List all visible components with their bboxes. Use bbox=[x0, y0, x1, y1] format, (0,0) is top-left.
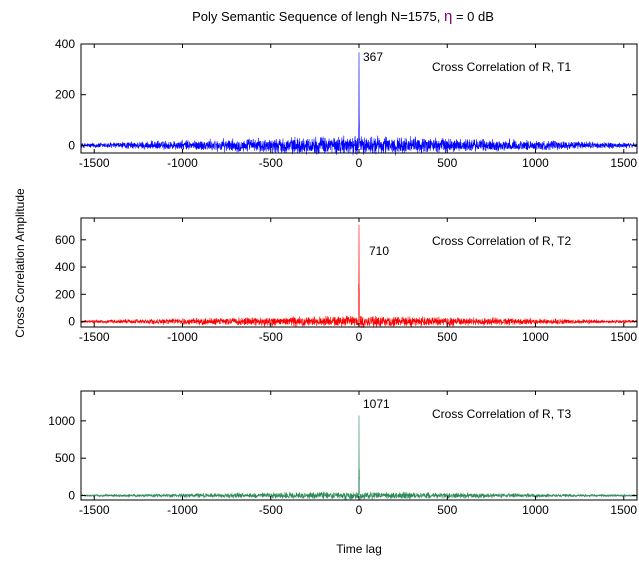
x-tick-label: -1500 bbox=[79, 156, 110, 170]
x-tick-label: -500 bbox=[259, 330, 283, 344]
x-tick-label: -1000 bbox=[167, 503, 198, 517]
y-tick-label: 1000 bbox=[48, 414, 75, 428]
x-tick-label: 500 bbox=[437, 330, 457, 344]
x-tick-label: 1000 bbox=[522, 503, 549, 517]
y-tick-label: 200 bbox=[55, 88, 75, 102]
peak-label-3: 1071 bbox=[363, 397, 390, 411]
y-tick-label: 0 bbox=[68, 138, 75, 152]
chart-title-text: Poly Semantic Sequence of lengh N=1575, bbox=[192, 9, 440, 24]
series-line-3 bbox=[80, 415, 638, 500]
title-value: = 0 dB bbox=[452, 9, 494, 24]
x-tick-label: -1500 bbox=[79, 330, 110, 344]
peak-label-2: 710 bbox=[369, 244, 389, 258]
peak-label-1: 367 bbox=[363, 50, 383, 64]
y-tick-label: 400 bbox=[55, 37, 75, 51]
y-tick-label: 200 bbox=[55, 287, 75, 301]
subplot-3: -1500 -1000 -500 0 500 1000 1500 0 500 1000 1071 Cr… bbox=[48, 390, 638, 517]
x-tick-label: 500 bbox=[437, 156, 457, 170]
title-eta-symbol: η bbox=[444, 8, 452, 25]
y-axis-label: Cross Correlation Amplitude bbox=[13, 188, 27, 338]
x-tick-label: -1000 bbox=[167, 330, 198, 344]
x-tick-label: 0 bbox=[356, 156, 363, 170]
legend-entry-1: Cross Correlation of R, T1 bbox=[432, 60, 571, 74]
x-tick-label: 0 bbox=[356, 330, 363, 344]
y-tick-label: 400 bbox=[55, 260, 75, 274]
subplots: -1500 -1000 -500 0 500 1000 1500 0 200 400 367 Cros… bbox=[48, 37, 638, 517]
x-tick-label: 1000 bbox=[522, 156, 549, 170]
y-tick-label: 0 bbox=[68, 315, 75, 329]
x-tick-label: -1500 bbox=[79, 503, 110, 517]
subplot-1: -1500 -1000 -500 0 500 1000 1500 0 200 400 367 Cros… bbox=[55, 37, 638, 170]
x-axis-label: Time lag bbox=[336, 542, 382, 556]
x-tick-label: 1500 bbox=[610, 330, 637, 344]
y-tick-label: 0 bbox=[68, 489, 75, 503]
subplot-2: -1500 -1000 -500 0 500 1000 1500 0 200 400 600 710 C… bbox=[55, 217, 638, 344]
series-line-1 bbox=[80, 52, 638, 156]
x-tick-label: 0 bbox=[356, 503, 363, 517]
y-tick-label: 500 bbox=[55, 451, 75, 465]
legend-entry-3: Cross Correlation of R, T3 bbox=[432, 407, 571, 421]
x-tick-label: -500 bbox=[259, 156, 283, 170]
x-tick-label: 500 bbox=[437, 503, 457, 517]
x-tick-label: 1500 bbox=[610, 156, 637, 170]
chart-title: Poly Semantic Sequence of lengh N=1575, … bbox=[192, 8, 494, 25]
x-tick-label: -500 bbox=[259, 503, 283, 517]
y-tick-label: 600 bbox=[55, 233, 75, 247]
x-tick-label: -1000 bbox=[167, 156, 198, 170]
x-tick-label: 1500 bbox=[610, 503, 637, 517]
x-tick-label: 1000 bbox=[522, 330, 549, 344]
legend-entry-2: Cross Correlation of R, T2 bbox=[432, 234, 571, 248]
series-line-2 bbox=[80, 224, 638, 329]
